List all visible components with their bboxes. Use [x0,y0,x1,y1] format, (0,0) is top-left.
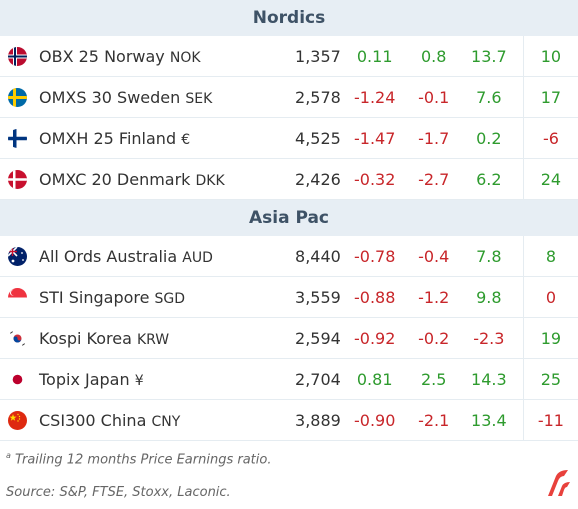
index-value: 1,357 [295,46,341,66]
currency-label: € [181,131,191,148]
index-value: 8,440 [295,246,341,266]
finland-flag-icon [8,128,27,148]
change-3: 7.8 [476,246,502,266]
pe-ratio: 0 [522,277,578,317]
change-2: -1.7 [418,128,450,148]
change-2: -2.1 [418,410,450,430]
section-header: Asia Pac [0,200,578,236]
index-name-label: Kospi Korea [39,328,132,348]
table-row: OMXC 20 Denmark DKK 2,426 -0.32 -2.7 6.2 24 [0,159,578,200]
footnote-text: Trailing 12 months Price Earnings ratio. [15,452,272,468]
index-name: CSI300 China CNY [39,411,283,430]
change-3: 14.3 [471,369,507,389]
index-value: 3,889 [295,410,341,430]
currency-label: NOK [169,49,201,66]
pe-ratio: 19 [522,318,578,358]
index-name-label: CSI300 China [39,410,147,430]
laconic-logo-icon [548,470,570,496]
index-name: STI Singapore SGD [39,288,283,307]
index-name-label: OMXH 25 Finland [39,128,177,148]
change-1: 0.11 [356,46,393,66]
table-row: STI Singapore SGD 3,559 -0.88 -1.2 9.8 0 [0,277,578,318]
index-name-label: STI Singapore [39,287,150,307]
currency-label: CNY [151,413,181,430]
change-3: -2.3 [473,328,505,348]
index-name: OMXS 30 Sweden SEK [39,88,283,107]
table-row: Topix Japan ¥2,704 0.81 2.5 14.3 25 [0,359,578,400]
table-row: OMXH 25 Finland €4,525 -1.47 -1.7 0.2 -6 [0,118,578,159]
change-3: 6.2 [476,169,502,189]
table-row: OMXS 30 Sweden SEK 2,578 -1.24 -0.1 7.6 17 [0,77,578,118]
index-value: 2,426 [295,169,341,189]
pe-ratio: -6 [522,118,578,158]
change-1: -0.32 [353,169,396,189]
index-name-label: All Ords Australia [39,246,178,266]
index-name-label: OMXC 20 Denmark [39,169,191,189]
change-2: -0.1 [418,87,450,107]
change-2: -2.7 [418,169,450,189]
singapore-flag-icon [8,287,27,307]
index-name-label: OBX 25 Norway [39,46,165,66]
change-3: 7.6 [476,87,502,107]
change-1: -0.90 [353,410,396,430]
change-1: -0.78 [353,246,396,266]
change-3: 13.4 [471,410,507,430]
change-2: -1.2 [418,287,450,307]
currency-label: DKK [195,172,225,189]
change-3: 9.8 [476,287,502,307]
pe-ratio: 24 [522,159,578,199]
table-row: Kospi Korea KRW 2,594 -0.92 -0.2 -2.3 19 [0,318,578,359]
pe-ratio: 10 [522,36,578,76]
norway-flag-icon [8,46,27,66]
change-2: 0.8 [420,46,447,66]
change-2: -0.2 [418,328,450,348]
table-row: OBX 25 Norway NOK 1,357 0.11 0.8 13.7 10 [0,36,578,77]
index-name: OMXH 25 Finland € [39,129,283,148]
currency-label: SEK [185,90,213,107]
footnote-mark: a [6,451,11,460]
section-header: Nordics [0,0,578,36]
pe-ratio: 25 [522,359,578,399]
pe-ratio: 17 [522,77,578,117]
pe-ratio: -11 [522,400,578,440]
korea-flag-icon [8,328,27,348]
table-row: All Ords Australia AUD 8,440 -0.78 -0.4 7.8 8 [0,236,578,277]
index-value: 2,704 [295,369,341,389]
change-1: 0.81 [356,369,393,389]
change-2: -0.4 [418,246,450,266]
australia-flag-icon [8,246,27,266]
currency-label: SGD [154,290,186,307]
currency-label: KRW [136,331,170,348]
index-name: Kospi Korea KRW [39,329,283,348]
market-table: Nordics OBX 25 Norway NOK 1,357 0.11 0.8 13.7… [0,0,578,441]
index-name: OMXC 20 Denmark DKK [39,170,283,189]
index-value: 2,594 [295,328,341,348]
change-2: 2.5 [420,369,447,389]
sweden-flag-icon [8,87,27,107]
change-3: 0.2 [476,128,502,148]
footnote: a Trailing 12 months Price Earnings rati… [6,451,271,467]
table-row: CSI300 China CNY 3,889 -0.90 -2.1 13.4 -11 [0,400,578,441]
currency-label: AUD [182,249,213,266]
change-3: 13.7 [471,46,507,66]
change-1: -0.92 [353,328,396,348]
currency-label: ¥ [134,372,144,389]
pe-ratio: 8 [522,236,578,276]
source-note: Source: S&P, FTSE, Stoxx, Laconic. [6,485,231,500]
denmark-flag-icon [8,169,27,189]
japan-flag-icon [8,369,27,389]
change-1: -1.24 [353,87,396,107]
index-value: 2,578 [295,87,341,107]
index-name: Topix Japan ¥ [39,370,283,389]
index-value: 4,525 [295,128,341,148]
change-1: -0.88 [353,287,396,307]
china-flag-icon [8,410,27,430]
index-name: OBX 25 Norway NOK [39,47,283,66]
change-1: -1.47 [353,128,396,148]
index-name-label: OMXS 30 Sweden [39,87,181,107]
index-name: All Ords Australia AUD [39,247,283,266]
index-value: 3,559 [295,287,341,307]
index-name-label: Topix Japan [39,369,130,389]
